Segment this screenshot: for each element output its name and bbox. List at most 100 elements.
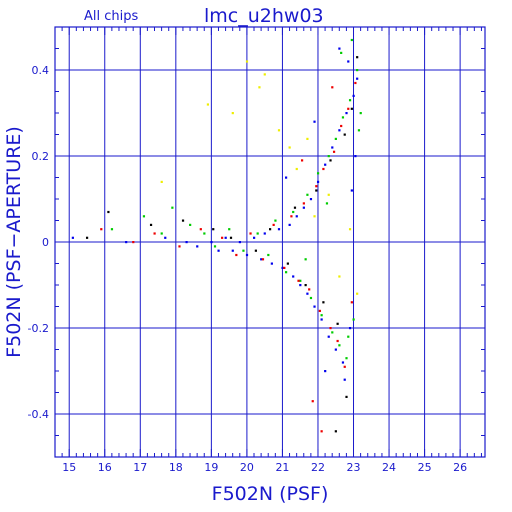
scatter-point [290, 215, 293, 218]
scatter-point [338, 47, 341, 50]
scatter-point [203, 232, 206, 235]
x-tick-label: 16 [98, 461, 112, 474]
scatter-point [164, 236, 167, 239]
scatter-point [343, 378, 346, 381]
scatter-point [245, 60, 249, 63]
scatter-point [288, 146, 291, 149]
scatter-point [256, 232, 259, 235]
scatter-point [315, 185, 318, 188]
plot-frame [54, 26, 486, 458]
x-tick-label: 18 [169, 461, 183, 474]
x-tick-label: 24 [382, 461, 396, 474]
scatter-point [327, 335, 330, 338]
scatter-point [320, 430, 323, 433]
scatter-point [299, 279, 302, 282]
scatter-point [345, 357, 348, 360]
scatter-point [160, 232, 163, 235]
scatter-point [304, 284, 307, 287]
scatter-point [132, 241, 135, 244]
scatter-point [338, 275, 341, 278]
scatter-point [347, 107, 350, 110]
scatter-point [171, 206, 174, 209]
scatter-point [277, 228, 281, 231]
scatter-point [297, 279, 300, 282]
scatter-point [334, 137, 337, 140]
scatter-point [331, 331, 334, 334]
scatter-point [350, 107, 353, 110]
scatter-point [350, 301, 353, 304]
y-tick-label: -0.2 [28, 322, 49, 335]
scatter-point [356, 77, 359, 80]
scatter-point [245, 253, 249, 257]
scatter-point [350, 189, 353, 192]
scatter-point [313, 120, 316, 123]
x-tick-label: 21 [275, 461, 289, 474]
scatter-point [221, 236, 224, 239]
scatter-point [354, 81, 357, 85]
scatter-point [316, 180, 320, 183]
scatter-point [356, 56, 359, 59]
scatter-point [320, 314, 323, 317]
scatter-point [324, 370, 327, 373]
scatter-point [300, 159, 304, 162]
scatter-point [283, 266, 286, 269]
scatter-point [327, 193, 330, 196]
scatter-point [357, 129, 361, 132]
scatter-point [352, 94, 355, 97]
scatter-point [302, 202, 305, 205]
scatter-point [322, 301, 325, 304]
scatter-point [260, 258, 263, 261]
scatter-point [316, 172, 320, 175]
scatter-point [242, 249, 245, 252]
scatter-point [178, 245, 181, 248]
scatter-point [334, 430, 337, 433]
scatter-point [295, 215, 298, 218]
scatter-point [274, 219, 277, 222]
scatter-point [324, 163, 327, 166]
scatter-point [263, 232, 266, 235]
scatter-point [341, 361, 345, 364]
scatter-point [281, 266, 284, 269]
scatter-point [149, 223, 153, 226]
scatter-point [160, 180, 163, 183]
scatter-point [142, 215, 146, 218]
scatter-point [341, 116, 345, 119]
scatter-point [292, 275, 295, 278]
chart-subtitle: All chips [84, 9, 138, 24]
scatter-point [309, 296, 313, 300]
scatter-point [343, 365, 346, 368]
scatter-point [292, 210, 295, 214]
scatter-point [320, 318, 323, 321]
scatter-point [345, 112, 348, 115]
scatter-point [238, 241, 241, 244]
x-tick-label: 22 [311, 461, 325, 474]
scatter-point [306, 292, 309, 295]
scatter-point [231, 112, 234, 115]
scatter-point [295, 167, 298, 171]
scatter-point [288, 223, 291, 226]
scatter-point [153, 232, 156, 235]
scatter-point [356, 69, 359, 72]
scatter-point [284, 176, 288, 179]
scatter-point [284, 271, 288, 274]
y-axis-title: F502N (PSF−APERTURE) [3, 126, 25, 358]
y-tick-label: 0.2 [32, 150, 50, 163]
x-tick-label: 23 [347, 461, 361, 474]
scatter-point [224, 236, 227, 239]
scatter-point [269, 228, 272, 231]
scatter-point [272, 223, 275, 226]
scatter-point [340, 51, 343, 54]
scatter-point [322, 167, 325, 171]
scatter-point [336, 339, 339, 343]
scatter-point [199, 228, 202, 231]
scatter-point [212, 228, 215, 231]
scatter-point [318, 309, 321, 312]
scatter-point [306, 193, 309, 196]
scatter-point [71, 236, 74, 239]
scatter-point [85, 236, 89, 239]
scatter-point [356, 292, 359, 295]
x-tick-label: 15 [62, 461, 76, 474]
scatter-point [327, 155, 330, 158]
scatter-point [125, 241, 128, 244]
scatter-point [350, 38, 353, 42]
